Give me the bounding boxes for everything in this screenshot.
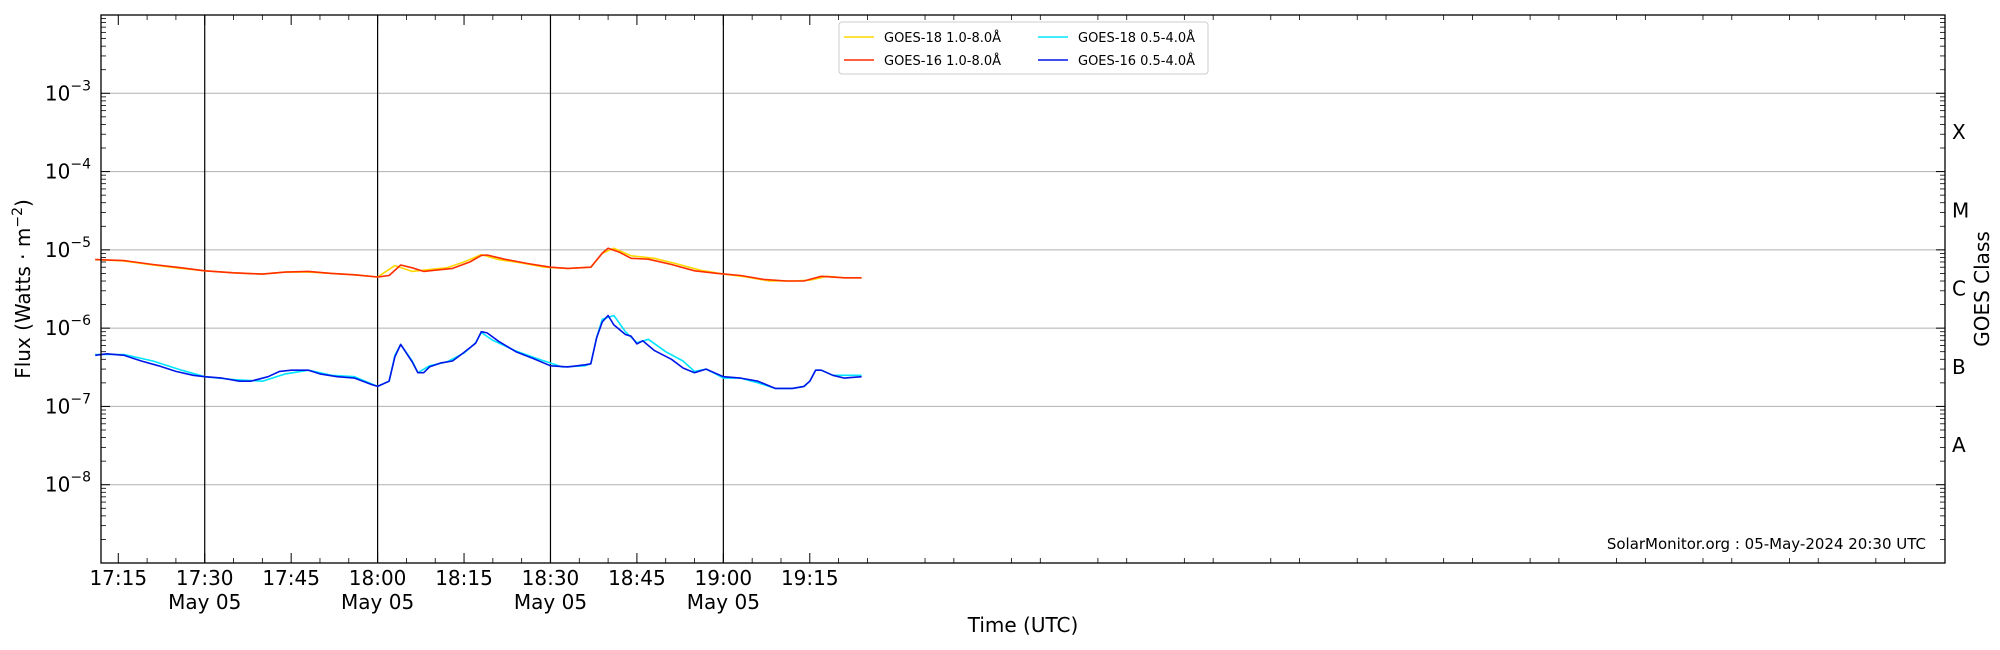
x-tick-label: 19:00 [695,566,753,590]
grid-layer [101,92,1945,486]
legend-label-goes18-long: GOES-18 1.0-8.0Å [884,30,1001,46]
legend-label-goes18-short: GOES-18 0.5-4.0Å [1078,30,1195,46]
goes-class-label: B [1952,355,1966,379]
x-tick-date-label: May 05 [514,590,587,614]
credit-annotation: SolarMonitor.org : 05-May-2024 20:30 UTC [1607,535,1926,553]
goes-class-labels: A B C M X [1952,120,1969,457]
x-tick-label: 18:45 [608,566,666,590]
series-layer [95,247,862,390]
x-tick-label: 17:30 [176,566,234,590]
goes-class-label: X [1952,120,1966,144]
goes-class-label: A [1952,433,1966,457]
y-tick-label: 10−3 [45,78,91,105]
series-goes16-short [95,314,862,390]
x-tick-label: 17:15 [89,566,147,590]
y-tick-label: 10−6 [45,313,91,340]
y-axis-ticks: 10−8 10−7 10−6 10−5 10−4 10−3 [45,14,1945,564]
x-tick-label: 18:15 [435,566,493,590]
y-tick-label: 10−4 [45,157,91,184]
x-tick-date-label: May 05 [687,590,760,614]
y-tick-label: 10−8 [45,470,91,497]
x-tick-label: 17:45 [262,566,320,590]
goes-class-label: C [1952,277,1966,301]
y-axis-label: Flux (Watts · m−2) [10,199,35,379]
x-tick-date-label: May 05 [341,590,414,614]
plot-frame [100,14,1946,564]
x-tick-label: 18:00 [349,566,407,590]
legend-label-goes16-short: GOES-16 0.5-4.0Å [1078,53,1195,69]
y-tick-label: 10−7 [45,391,91,418]
major-time-lines [204,15,724,563]
x-tick-label: 19:15 [781,566,839,590]
x-tick-label: 18:30 [522,566,580,590]
legend: GOES-18 1.0-8.0Å GOES-16 1.0-8.0Å GOES-1… [838,21,1209,75]
legend-label-goes16-long: GOES-16 1.0-8.0Å [884,53,1001,69]
x-axis-label: Time (UTC) [967,613,1079,637]
series-goes16-long [95,247,862,282]
goes-class-axis-label: GOES Class [1970,231,1994,347]
y-tick-label: 10−5 [45,235,91,262]
goes-class-label: M [1952,198,1969,222]
x-tick-date-label: May 05 [168,590,241,614]
legend-box [838,21,1209,75]
